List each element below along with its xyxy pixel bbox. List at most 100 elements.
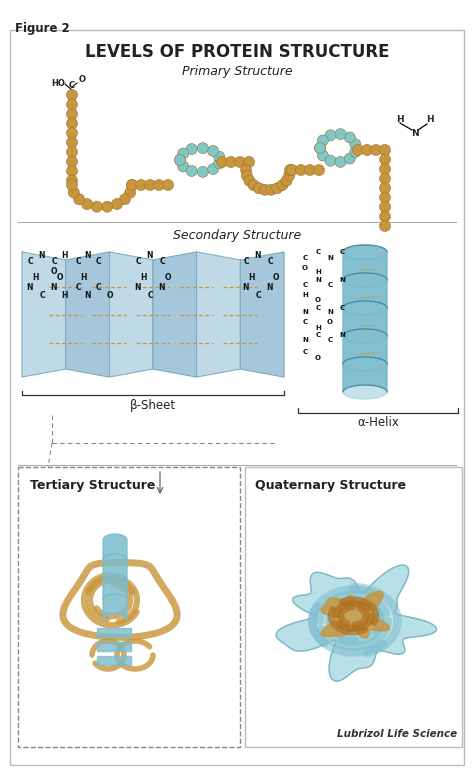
Text: H: H: [315, 269, 321, 275]
Text: C: C: [315, 249, 320, 255]
Text: N: N: [85, 291, 91, 299]
Text: N: N: [302, 309, 308, 315]
Circle shape: [353, 144, 364, 156]
Polygon shape: [343, 280, 387, 315]
Polygon shape: [240, 252, 284, 377]
Text: N: N: [135, 284, 141, 292]
Polygon shape: [153, 252, 197, 377]
Circle shape: [66, 137, 78, 148]
Text: H: H: [396, 115, 404, 125]
Text: C: C: [135, 257, 141, 267]
Circle shape: [380, 221, 391, 232]
Text: H: H: [315, 325, 321, 331]
Circle shape: [284, 164, 295, 175]
Circle shape: [214, 158, 225, 169]
Circle shape: [111, 198, 122, 209]
Circle shape: [197, 143, 209, 153]
Text: C: C: [75, 284, 81, 292]
Circle shape: [344, 132, 356, 143]
Polygon shape: [343, 301, 387, 336]
Text: α-Helix: α-Helix: [357, 416, 399, 429]
Circle shape: [102, 202, 113, 212]
Text: O: O: [315, 355, 321, 361]
Circle shape: [66, 128, 78, 139]
Circle shape: [154, 180, 164, 191]
Circle shape: [281, 175, 292, 186]
Circle shape: [380, 154, 391, 165]
Text: H: H: [249, 274, 255, 283]
Text: C: C: [243, 257, 249, 267]
Text: N: N: [339, 277, 345, 283]
Polygon shape: [343, 357, 387, 392]
Circle shape: [318, 135, 328, 146]
Circle shape: [380, 192, 391, 203]
Polygon shape: [343, 364, 387, 399]
Circle shape: [186, 165, 197, 177]
Text: C: C: [75, 257, 81, 267]
Text: H: H: [33, 274, 39, 283]
Circle shape: [318, 150, 328, 161]
Circle shape: [208, 164, 219, 174]
Text: N: N: [147, 250, 153, 260]
Circle shape: [66, 118, 78, 129]
Text: O: O: [327, 319, 333, 325]
Circle shape: [313, 164, 325, 175]
Text: C: C: [339, 305, 345, 311]
Circle shape: [197, 167, 209, 177]
Text: Primary Structure: Primary Structure: [182, 66, 292, 78]
Text: C: C: [302, 282, 308, 288]
Bar: [245, 467, 462, 747]
Circle shape: [136, 180, 146, 191]
Circle shape: [380, 202, 391, 212]
Circle shape: [91, 202, 102, 212]
Circle shape: [208, 146, 219, 157]
Text: N: N: [85, 250, 91, 260]
Circle shape: [145, 180, 155, 191]
Text: O: O: [273, 274, 279, 283]
Circle shape: [127, 180, 137, 191]
Circle shape: [119, 194, 130, 205]
Text: C: C: [69, 81, 75, 89]
Circle shape: [304, 164, 316, 175]
Circle shape: [325, 155, 336, 166]
Text: N: N: [411, 129, 419, 137]
Text: Secondary Structure: Secondary Structure: [173, 229, 301, 243]
Text: C: C: [51, 257, 57, 267]
Text: H: H: [62, 250, 68, 260]
Circle shape: [350, 146, 361, 157]
Circle shape: [315, 143, 326, 153]
Circle shape: [240, 164, 252, 175]
Circle shape: [125, 187, 136, 198]
Text: O: O: [302, 265, 308, 271]
Polygon shape: [109, 252, 153, 377]
Text: H: H: [81, 274, 87, 283]
Text: C: C: [95, 284, 101, 292]
Text: C: C: [255, 291, 261, 299]
Circle shape: [186, 143, 197, 154]
Circle shape: [380, 211, 391, 222]
Circle shape: [68, 187, 79, 198]
Text: C: C: [302, 255, 308, 261]
Polygon shape: [197, 252, 240, 377]
Circle shape: [66, 89, 78, 101]
Circle shape: [73, 194, 84, 205]
Text: C: C: [315, 305, 320, 311]
Circle shape: [380, 182, 391, 194]
Text: C: C: [39, 291, 45, 299]
Circle shape: [66, 166, 78, 177]
Circle shape: [66, 180, 78, 191]
Text: O: O: [165, 274, 171, 283]
Polygon shape: [343, 308, 387, 343]
Text: N: N: [255, 250, 261, 260]
Text: Quaternary Structure: Quaternary Structure: [255, 479, 406, 492]
Circle shape: [174, 154, 185, 166]
Text: C: C: [328, 282, 333, 288]
Polygon shape: [97, 656, 131, 665]
Text: N: N: [315, 277, 321, 283]
Text: H: H: [426, 115, 434, 125]
Polygon shape: [343, 252, 387, 287]
Circle shape: [344, 153, 356, 164]
Text: N: N: [51, 284, 57, 292]
Text: H: H: [141, 274, 147, 283]
Circle shape: [325, 129, 336, 141]
